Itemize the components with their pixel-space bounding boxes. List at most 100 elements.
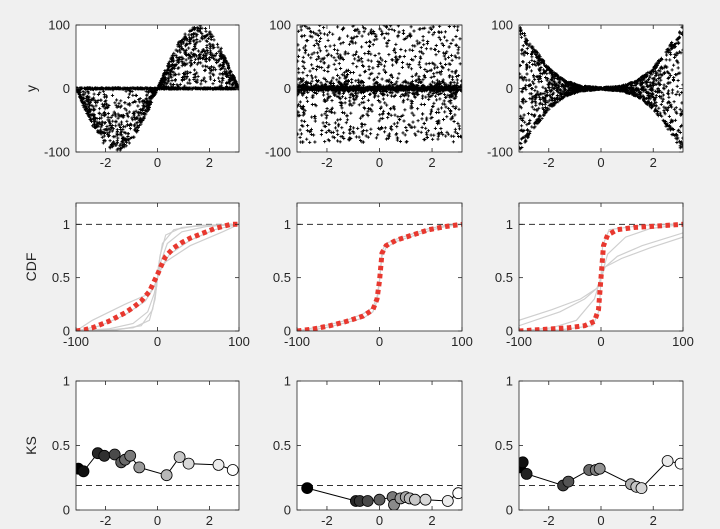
data-point bbox=[349, 111, 353, 115]
data-point bbox=[103, 139, 107, 143]
data-point bbox=[313, 32, 317, 36]
x-tick-label: 0 bbox=[376, 155, 383, 170]
data-point bbox=[434, 110, 439, 115]
data-point bbox=[343, 50, 347, 54]
data-point bbox=[459, 79, 462, 83]
data-point bbox=[163, 69, 167, 73]
data-point bbox=[445, 39, 449, 43]
data-point bbox=[188, 81, 192, 85]
data-point bbox=[399, 88, 403, 92]
data-point bbox=[324, 85, 328, 89]
data-point bbox=[200, 37, 204, 41]
data-point bbox=[321, 86, 325, 91]
data-point bbox=[382, 64, 387, 68]
data-point bbox=[322, 61, 326, 65]
data-point bbox=[297, 110, 300, 114]
data-point bbox=[228, 73, 233, 77]
data-point bbox=[171, 59, 175, 63]
data-point bbox=[662, 86, 666, 90]
data-point bbox=[299, 132, 304, 136]
data-point bbox=[363, 27, 367, 31]
data-point bbox=[98, 87, 102, 91]
data-point bbox=[174, 48, 178, 52]
data-point bbox=[449, 41, 453, 46]
data-point bbox=[83, 91, 87, 95]
data-point bbox=[656, 90, 660, 94]
data-point bbox=[444, 105, 448, 109]
data-point bbox=[206, 33, 210, 37]
data-point bbox=[437, 92, 441, 97]
data-point bbox=[452, 96, 456, 100]
data-point bbox=[187, 36, 192, 40]
data-point bbox=[318, 39, 322, 43]
data-point bbox=[364, 134, 368, 138]
y-tick-label: 0 bbox=[63, 81, 70, 96]
data-point bbox=[667, 89, 671, 93]
data-point bbox=[107, 103, 111, 108]
data-point bbox=[411, 48, 415, 52]
data-point bbox=[447, 99, 451, 103]
data-point bbox=[192, 26, 196, 30]
data-point bbox=[142, 101, 146, 105]
data-point bbox=[116, 104, 120, 108]
data-point bbox=[311, 66, 315, 71]
data-point bbox=[394, 42, 398, 46]
data-point bbox=[182, 87, 186, 91]
data-point bbox=[105, 124, 109, 128]
data-point bbox=[382, 36, 386, 40]
data-point bbox=[360, 101, 364, 105]
data-point bbox=[399, 95, 403, 99]
data-point bbox=[354, 41, 358, 45]
data-point bbox=[382, 68, 386, 72]
data-point bbox=[533, 59, 537, 64]
data-point bbox=[134, 93, 138, 97]
data-point bbox=[301, 79, 305, 83]
data-point bbox=[180, 86, 184, 90]
data-point bbox=[383, 126, 387, 130]
data-point bbox=[664, 58, 668, 62]
data-point bbox=[125, 119, 129, 123]
y-tick-label: 100 bbox=[269, 18, 291, 33]
data-point bbox=[418, 41, 422, 45]
data-point bbox=[173, 72, 177, 76]
data-point bbox=[557, 81, 561, 85]
data-point bbox=[333, 121, 337, 125]
data-point bbox=[131, 100, 135, 105]
data-point bbox=[326, 65, 330, 69]
data-point bbox=[374, 80, 378, 84]
data-point bbox=[357, 55, 361, 59]
data-point bbox=[145, 93, 149, 97]
data-point bbox=[144, 98, 148, 102]
data-point bbox=[379, 105, 383, 109]
data-point bbox=[196, 29, 200, 33]
data-point bbox=[187, 33, 191, 37]
data-point bbox=[384, 85, 389, 89]
data-point bbox=[397, 30, 401, 34]
data-point bbox=[524, 99, 528, 103]
data-point bbox=[191, 39, 196, 43]
data-point bbox=[669, 103, 673, 107]
data-point bbox=[678, 130, 682, 135]
data-point bbox=[393, 93, 397, 97]
y-axis-label: y bbox=[23, 85, 39, 92]
data-point bbox=[325, 107, 329, 111]
data-point bbox=[178, 44, 182, 49]
data-point bbox=[102, 111, 106, 115]
data-point bbox=[318, 49, 323, 53]
data-point bbox=[198, 39, 202, 43]
data-point bbox=[372, 85, 376, 89]
data-point bbox=[204, 39, 208, 43]
data-point bbox=[374, 88, 378, 92]
data-point bbox=[528, 92, 532, 96]
data-point bbox=[647, 84, 651, 88]
data-point bbox=[206, 36, 210, 40]
data-point bbox=[436, 82, 440, 86]
data-point bbox=[308, 29, 313, 33]
data-point bbox=[457, 107, 461, 111]
data-point bbox=[415, 39, 419, 43]
data-point bbox=[297, 84, 301, 88]
data-point bbox=[308, 140, 312, 144]
data-point bbox=[187, 46, 191, 50]
data-point bbox=[219, 50, 223, 54]
